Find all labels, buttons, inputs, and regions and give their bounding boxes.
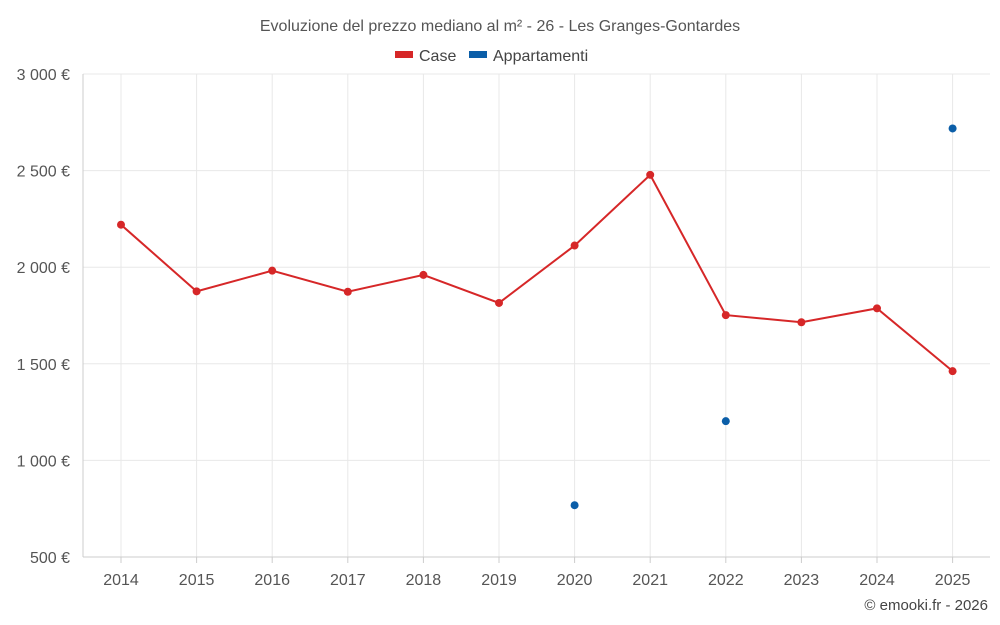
x-tick-label: 2014 xyxy=(103,572,139,589)
data-point-case[interactable] xyxy=(117,220,125,229)
series-line-case xyxy=(120,173,954,372)
x-tick-label: 2024 xyxy=(859,572,895,589)
y-tick-label: 1 000 € xyxy=(17,453,70,470)
legend-label-case: Case xyxy=(419,48,456,65)
data-point-case[interactable] xyxy=(873,304,881,313)
data-point-case[interactable] xyxy=(192,287,201,296)
y-tick-label: 2 000 € xyxy=(17,260,70,277)
x-tick-label: 2015 xyxy=(179,572,215,589)
credit: © emooki.fr - 2026 xyxy=(864,597,988,614)
x-tick-label: 2021 xyxy=(632,572,668,589)
x-tick-label: 2025 xyxy=(935,572,971,589)
series-case xyxy=(117,170,957,376)
x-tick-label: 2016 xyxy=(254,572,290,589)
chart-title: Evoluzione del prezzo mediano al m² - 26… xyxy=(260,18,740,35)
y-tick-label: 500 € xyxy=(30,550,70,567)
y-tick-label: 3 000 € xyxy=(17,67,70,84)
data-point-appartamenti[interactable] xyxy=(721,417,730,426)
data-point-appartamenti[interactable] xyxy=(948,124,957,133)
y-axis: 500 € 1 000 € 1 500 € 2 000 € 2 500 € 3 000 € xyxy=(17,67,84,567)
grid xyxy=(83,73,990,558)
legend-label-appartamenti: Appartamenti xyxy=(493,48,588,65)
data-point-appartamenti[interactable] xyxy=(570,501,579,510)
series xyxy=(117,124,957,510)
data-point-case[interactable] xyxy=(948,367,957,376)
legend-swatch-appartamenti xyxy=(469,51,487,58)
legend-item-appartamenti[interactable]: Appartamenti xyxy=(469,48,588,65)
data-point-case[interactable] xyxy=(721,311,730,320)
data-point-case[interactable] xyxy=(797,318,806,327)
x-tick-label: 2020 xyxy=(557,572,593,589)
data-point-case[interactable] xyxy=(268,266,277,275)
data-point-case[interactable] xyxy=(646,170,655,179)
x-axis: 2014 2015 2016 2017 2018 2019 2020 2021 2022 2023… xyxy=(83,556,990,589)
legend: Case Appartamenti xyxy=(395,48,588,65)
data-point-case[interactable] xyxy=(419,270,428,279)
y-tick-label: 1 500 € xyxy=(17,357,70,374)
x-tick-label: 2018 xyxy=(406,572,442,589)
x-tick-label: 2023 xyxy=(784,572,820,589)
data-point-case[interactable] xyxy=(343,287,352,296)
legend-item-case[interactable]: Case xyxy=(395,48,456,65)
x-tick-label: 2017 xyxy=(330,572,366,589)
x-tick-label: 2019 xyxy=(481,572,517,589)
data-point-case[interactable] xyxy=(495,298,503,307)
data-point-case[interactable] xyxy=(570,241,579,250)
series-appartamenti xyxy=(570,124,957,510)
y-tick-label: 2 500 € xyxy=(17,164,70,181)
legend-swatch-case xyxy=(395,51,413,58)
x-tick-label: 2022 xyxy=(708,572,744,589)
